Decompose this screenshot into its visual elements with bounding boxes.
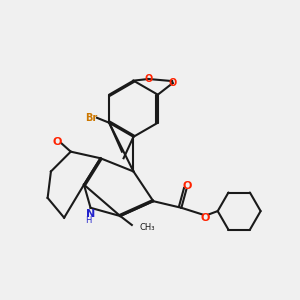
Text: O: O xyxy=(144,74,152,84)
Text: O: O xyxy=(182,181,192,191)
Text: N: N xyxy=(86,209,95,219)
Text: CH₃: CH₃ xyxy=(139,223,154,232)
Text: H: H xyxy=(85,216,91,225)
Text: O: O xyxy=(53,137,62,147)
Text: O: O xyxy=(201,213,210,223)
Text: O: O xyxy=(169,78,177,88)
Text: Br: Br xyxy=(85,113,97,123)
